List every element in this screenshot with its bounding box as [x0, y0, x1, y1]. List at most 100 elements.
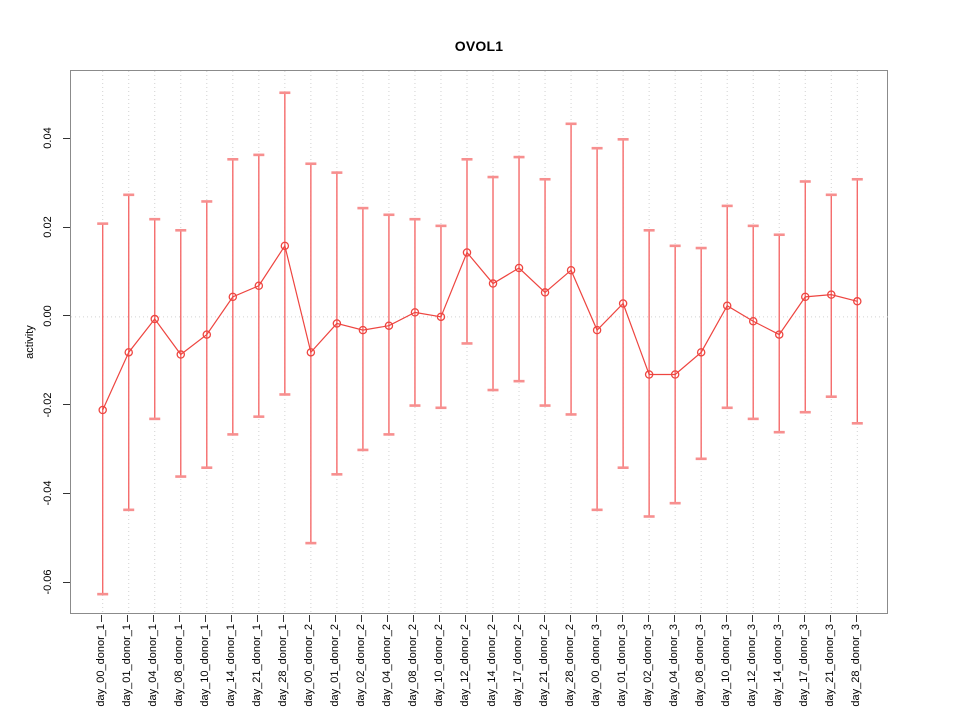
chart-title: OVOL1: [454, 38, 504, 54]
y-tick: [63, 581, 70, 583]
y-tick: [63, 404, 70, 406]
x-tick-label: day_28_donor_3: [849, 624, 862, 707]
y-tick: [63, 226, 70, 228]
x-tick: [595, 615, 597, 622]
x-tick: [621, 615, 623, 622]
x-tick: [699, 615, 701, 622]
x-tick-label: day_00_donor_1: [95, 624, 108, 707]
x-tick: [335, 615, 337, 622]
x-tick: [777, 615, 779, 622]
x-tick-label: day_28_donor_2: [563, 624, 576, 707]
x-tick: [543, 615, 545, 622]
x-tick-label: day_12_donor_3: [745, 624, 758, 707]
x-tick-label: day_02_donor_2: [355, 624, 368, 707]
y-tick: [63, 315, 70, 317]
data-point-marker: [124, 348, 133, 357]
x-tick-label: day_12_donor_2: [459, 624, 472, 707]
data-point-marker: [696, 348, 706, 357]
data-point-marker: [280, 241, 290, 251]
x-tick-label: day_00_donor_3: [589, 624, 602, 707]
y-tick-label: 0.00: [42, 305, 54, 327]
data-point-marker: [332, 319, 342, 328]
x-tick: [309, 615, 311, 622]
x-tick: [283, 615, 285, 622]
x-tick: [829, 615, 831, 622]
data-point-marker: [436, 312, 446, 322]
y-tick: [63, 492, 70, 494]
y-tick-label: -0.02: [42, 392, 54, 418]
data-point-marker: [306, 348, 316, 357]
x-tick-label: day_17_donor_3: [797, 624, 810, 707]
data-point-marker: [410, 308, 420, 317]
y-axis-title: activity: [24, 325, 36, 359]
data-point-marker: [774, 330, 784, 339]
x-tick: [439, 615, 441, 622]
x-tick: [179, 615, 181, 622]
x-tick-label: day_08_donor_3: [693, 624, 706, 707]
x-tick: [413, 615, 415, 622]
plot-area: [70, 70, 889, 615]
x-tick: [803, 615, 805, 622]
data-point-marker: [514, 263, 524, 273]
data-point-marker: [488, 279, 498, 288]
y-tick-label: -0.04: [42, 480, 54, 506]
x-tick-label: day_10_donor_1: [199, 624, 212, 707]
x-tick: [465, 615, 467, 622]
x-tick-label: day_28_donor_1: [277, 624, 290, 707]
x-tick-label: day_14_donor_2: [485, 624, 498, 707]
data-point-marker: [150, 314, 159, 324]
x-tick: [361, 615, 363, 622]
y-tick-label: 0.02: [42, 216, 54, 238]
data-point-marker: [566, 265, 576, 275]
y-tick-label: 0.04: [42, 127, 54, 150]
x-tick: [725, 615, 727, 622]
x-tick: [569, 615, 571, 622]
data-point-marker: [384, 321, 394, 330]
x-tick-label: day_14_donor_1: [225, 624, 238, 707]
data-point-marker: [801, 292, 810, 302]
x-tick-label: day_14_donor_3: [771, 624, 784, 707]
x-tick: [257, 615, 259, 622]
data-point-marker: [722, 301, 732, 310]
data-point-marker: [254, 281, 264, 291]
x-tick-label: day_04_donor_1: [147, 624, 160, 707]
x-tick-label: day_04_donor_3: [667, 624, 680, 707]
x-tick-label: day_00_donor_2: [303, 624, 316, 707]
x-tick-label: day_21_donor_2: [537, 624, 550, 707]
x-tick-label: day_10_donor_3: [719, 624, 732, 707]
x-tick-label: day_01_donor_1: [121, 624, 134, 707]
data-point-marker: [618, 299, 628, 308]
x-tick-label: day_02_donor_3: [641, 624, 654, 707]
data-point-marker: [228, 292, 238, 302]
x-tick: [751, 615, 753, 622]
data-point-marker: [592, 325, 602, 335]
x-tick-label: day_01_donor_3: [615, 624, 628, 707]
data-point-marker: [176, 350, 186, 359]
x-tick-label: day_21_donor_3: [823, 624, 836, 707]
x-tick: [647, 615, 649, 622]
x-tick: [231, 615, 233, 622]
x-tick: [387, 615, 389, 622]
x-tick-label: day_21_donor_1: [251, 624, 264, 707]
data-point-marker: [748, 317, 758, 326]
data-point-marker: [202, 330, 212, 339]
x-tick: [517, 615, 519, 622]
data-point-marker: [670, 370, 680, 379]
x-tick-label: day_01_donor_2: [329, 624, 342, 707]
data-point-marker: [853, 297, 862, 306]
x-tick-label: day_08_donor_2: [407, 624, 420, 707]
x-tick-label: day_10_donor_2: [433, 624, 446, 707]
y-tick: [63, 137, 70, 139]
data-point-marker: [827, 290, 836, 299]
x-tick-label: day_04_donor_2: [381, 624, 394, 707]
x-tick: [491, 615, 493, 622]
x-tick-label: day_08_donor_1: [173, 624, 186, 707]
y-tick-label: -0.06: [42, 569, 54, 595]
data-point-marker: [358, 325, 368, 335]
data-point-marker: [98, 405, 107, 415]
chart-svg: [71, 71, 889, 615]
x-tick: [127, 615, 129, 622]
x-tick: [855, 615, 857, 622]
data-point-marker: [462, 248, 472, 257]
